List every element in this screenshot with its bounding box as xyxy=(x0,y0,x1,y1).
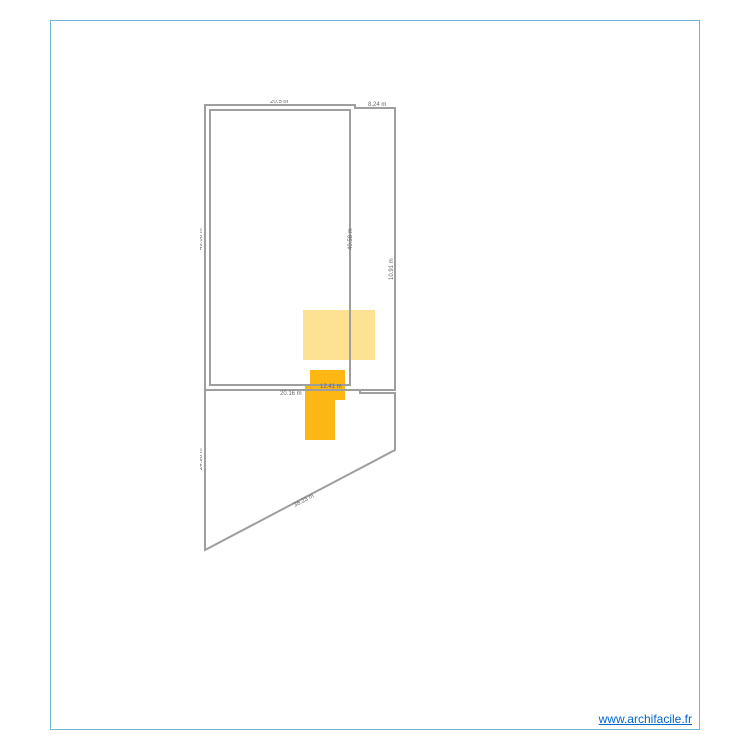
dimension-label: 40.58 m xyxy=(348,228,354,250)
dimension-label: 8.24 m xyxy=(368,102,386,108)
dimension-label: 49.06 m xyxy=(200,228,204,250)
dimension-label: 20.16 m xyxy=(280,391,302,397)
canvas-root: 20.5 m 8.24 m 40.58 m 49.06 m 10.91 m 12.41 m… xyxy=(0,0,750,750)
dimension-label: 38.23 m xyxy=(293,493,315,508)
dimension-label: 20.5 m xyxy=(270,100,288,105)
watermark-link[interactable]: www.archifacile.fr xyxy=(599,712,692,726)
dimension-label: 12.41 m xyxy=(320,384,342,390)
dimension-label: 24.96 m xyxy=(200,448,204,470)
floor-plan-diagram: 20.5 m 8.24 m 40.58 m 49.06 m 10.91 m 12.41 m… xyxy=(200,100,450,560)
dimension-label: 10.91 m xyxy=(389,258,395,280)
